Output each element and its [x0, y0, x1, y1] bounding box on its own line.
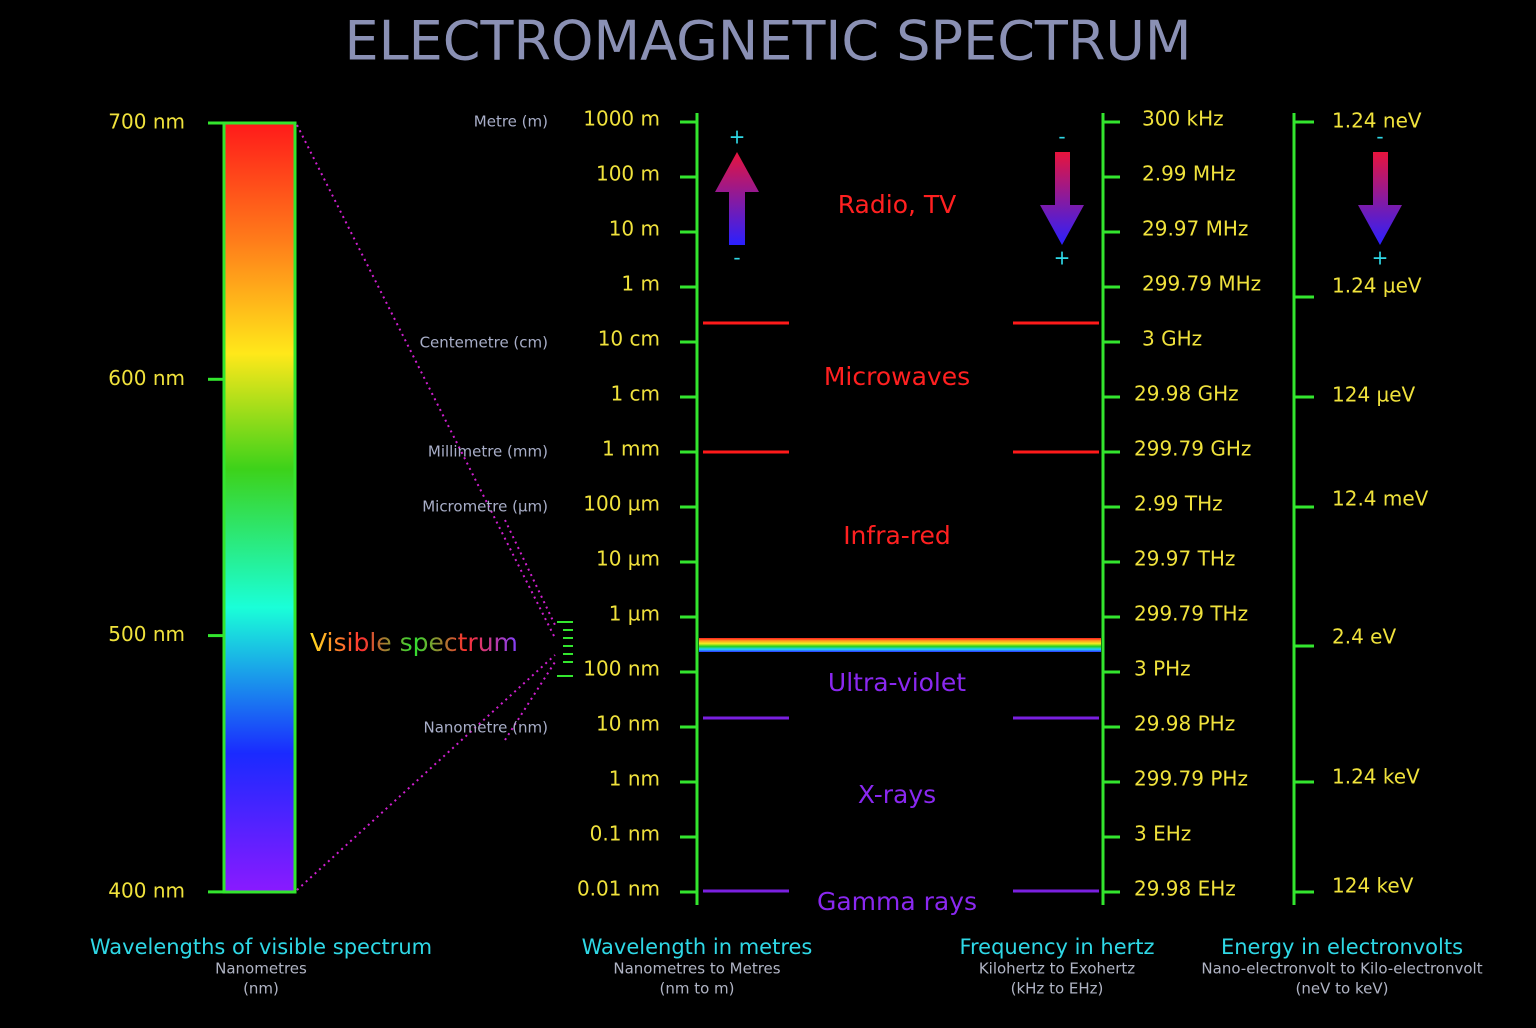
tick-label: 29.98 GHz [1134, 382, 1239, 406]
tick-label: 1 m [621, 272, 660, 296]
mini-ticks [557, 621, 573, 677]
tick-label: 700 nm [108, 110, 185, 134]
tick-label: 1 nm [609, 767, 660, 791]
tick-label: 600 nm [108, 366, 185, 390]
tick-label: 299.79 THz [1134, 602, 1248, 626]
tick-label: 0.1 nm [590, 822, 660, 846]
tick-label: 3 GHz [1142, 327, 1202, 351]
caption-subtitle: Kilohertz to Exohertz [979, 960, 1135, 978]
tick-label: 124 keV [1332, 874, 1414, 898]
tick-label: 400 nm [108, 878, 185, 902]
tick-label: 1 cm [610, 382, 660, 406]
tick-label: 299.79 MHz [1142, 272, 1261, 296]
tick-label: 300 kHz [1142, 107, 1224, 131]
unit-label: Micrometre (µm) [422, 498, 548, 516]
tick-label: 10 µm [596, 547, 660, 571]
visible-band [699, 638, 1101, 652]
tick-label: 1 µm [609, 602, 660, 626]
tick-label: 12.4 meV [1332, 487, 1429, 511]
tick-label: 1.24 keV [1332, 765, 1420, 789]
band-label: Microwaves [824, 362, 970, 391]
zoom-lines [296, 124, 556, 891]
tick-label: 2.99 MHz [1142, 162, 1236, 186]
arrow-down [1040, 152, 1084, 245]
caption-title: Frequency in hertz [959, 935, 1154, 959]
visible-label: Visible spectrum [310, 628, 518, 657]
arrow-sign: + [1054, 246, 1071, 270]
arrow-sign: + [729, 125, 746, 149]
tick-label: 124 µeV [1332, 383, 1416, 407]
caption-subtitle: Nano-electronvolt to Kilo-electronvolt [1201, 960, 1482, 978]
band-label: Infra-red [843, 521, 951, 550]
caption-unit: (neV to keV) [1296, 980, 1389, 998]
tick-label: 1 mm [602, 437, 660, 461]
unit-label: Centemetre (cm) [420, 334, 548, 352]
tick-label: 1.24 neV [1332, 109, 1422, 133]
arrow-up [715, 152, 759, 245]
caption-title: Energy in electronvolts [1221, 935, 1463, 959]
tick-label: 3 PHz [1134, 657, 1191, 681]
tick-label: 100 nm [583, 657, 660, 681]
tick-label: 1.24 µeV [1332, 274, 1422, 298]
band-label: Gamma rays [817, 887, 977, 916]
tick-label: 10 cm [598, 327, 660, 351]
caption-subtitle: Nanometres [215, 960, 307, 978]
tick-label: 29.98 PHz [1134, 712, 1235, 736]
band-label: X-rays [858, 780, 936, 809]
tick-label: 29.97 THz [1134, 547, 1235, 571]
tick-label: 500 nm [108, 622, 185, 646]
caption-title: Wavelengths of visible spectrum [90, 935, 432, 959]
tick-label: 299.79 GHz [1134, 437, 1251, 461]
tick-label: 10 nm [596, 712, 660, 736]
tick-label: 10 m [609, 217, 660, 241]
tick-label: 100 µm [583, 492, 660, 516]
tick-label: 3 EHz [1134, 822, 1191, 846]
arrow-sign: + [1372, 246, 1389, 270]
arrow-sign: - [733, 246, 740, 270]
unit-label: Nanometre (nm) [424, 719, 548, 737]
tick-label: 2.99 THz [1134, 492, 1223, 516]
band-dividers [703, 321, 1099, 893]
arrow-sign: - [1058, 125, 1065, 149]
unit-label: Metre (m) [474, 113, 548, 131]
tick-label: 299.79 PHz [1134, 767, 1248, 791]
caption-subtitle: Nanometres to Metres [613, 960, 780, 978]
tick-label: 2.4 eV [1332, 625, 1396, 649]
tick-label: 1000 m [583, 107, 660, 131]
tick-label: 29.98 EHz [1134, 877, 1236, 901]
band-label: Radio, TV [838, 190, 957, 219]
caption-unit: (kHz to EHz) [1011, 980, 1104, 998]
tick-label: 100 m [596, 162, 660, 186]
caption-unit: (nm to m) [659, 980, 734, 998]
caption-title: Wavelength in metres [582, 935, 813, 959]
visible-bar [222, 121, 297, 894]
tick-label: 0.01 nm [577, 877, 660, 901]
tick-label: 29.97 MHz [1142, 217, 1248, 241]
arrow-sign: - [1376, 125, 1383, 149]
unit-label: Millimetre (mm) [428, 443, 548, 461]
caption-unit: (nm) [243, 980, 279, 998]
title: ELECTROMAGNETIC SPECTRUM [344, 10, 1191, 73]
band-label: Ultra-violet [828, 668, 966, 697]
arrow-down [1358, 152, 1402, 245]
